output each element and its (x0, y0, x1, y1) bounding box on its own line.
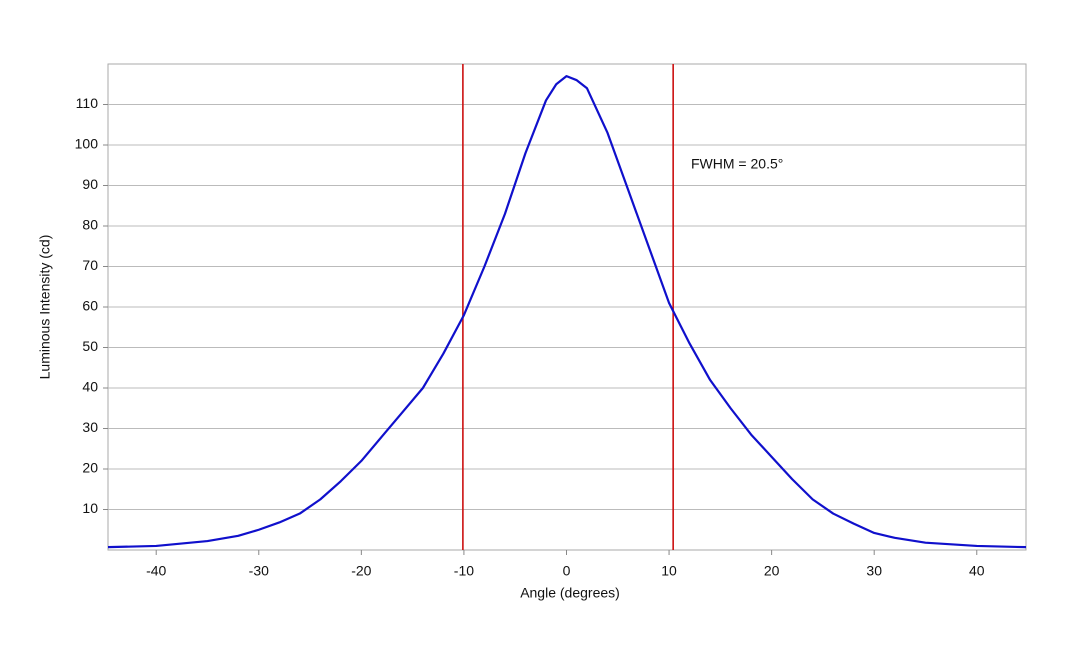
y-tick-label: 50 (82, 338, 98, 354)
x-tick-label: 0 (563, 563, 571, 579)
y-tick-label: 10 (82, 500, 98, 516)
y-tick-label: 60 (82, 298, 98, 314)
y-tick-label: 100 (75, 136, 99, 152)
y-tick-label: 90 (82, 176, 98, 192)
y-tick-label: 80 (82, 217, 98, 233)
x-tick-label: -20 (351, 563, 371, 579)
y-tick-label: 110 (76, 95, 99, 111)
x-tick-label: 30 (866, 563, 882, 579)
y-axis-label: Luminous Intensity (cd) (37, 235, 53, 380)
x-tick-label: 10 (661, 563, 677, 579)
x-tick-label: -10 (454, 563, 474, 579)
y-tick-label: 30 (82, 419, 98, 435)
x-axis-label: Angle (degrees) (520, 585, 620, 601)
y-tick-label: 40 (82, 379, 98, 395)
x-tick-label: 40 (969, 563, 985, 579)
x-tick-label: 20 (764, 563, 780, 579)
x-tick-label: -40 (146, 563, 166, 579)
line-series (107, 75, 1027, 549)
y-tick-label: 70 (82, 257, 98, 273)
x-tick-label: -30 (249, 563, 269, 579)
y-tick-label: 20 (82, 460, 98, 476)
annotation: FWHM = 20.5° (691, 156, 783, 172)
